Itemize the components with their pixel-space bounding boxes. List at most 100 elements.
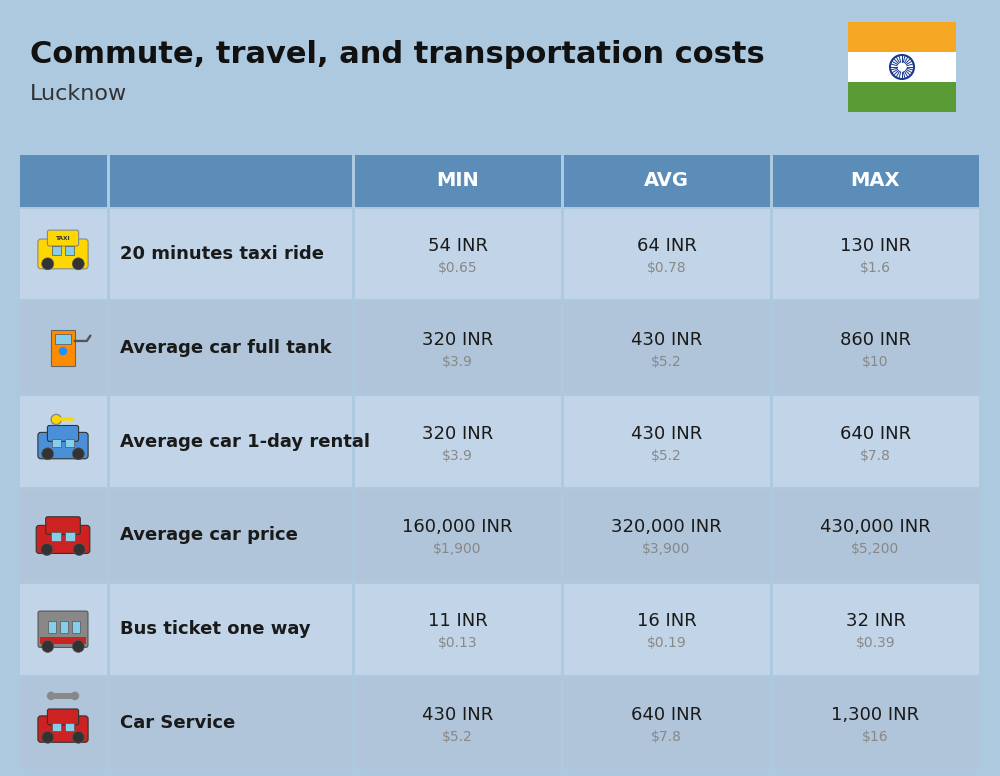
Bar — [564, 584, 770, 674]
Text: $5,200: $5,200 — [851, 542, 900, 556]
Bar — [564, 209, 770, 300]
Bar — [772, 490, 978, 580]
Text: $3,900: $3,900 — [642, 542, 691, 556]
Text: 1,300 INR: 1,300 INR — [831, 706, 920, 724]
Circle shape — [42, 258, 54, 270]
Bar — [564, 155, 770, 207]
Bar — [65, 532, 75, 541]
Bar — [772, 397, 978, 487]
Text: $16: $16 — [862, 730, 889, 744]
Bar — [564, 303, 770, 393]
Bar — [52, 246, 61, 255]
Circle shape — [47, 691, 55, 700]
Text: 20 minutes taxi ride: 20 minutes taxi ride — [120, 245, 324, 263]
Circle shape — [51, 414, 61, 424]
Circle shape — [71, 691, 79, 700]
Bar — [20, 303, 106, 393]
Text: Lucknow: Lucknow — [30, 84, 127, 104]
Circle shape — [42, 448, 54, 459]
Bar — [51, 532, 61, 541]
Bar — [65, 723, 74, 730]
Bar — [564, 397, 770, 487]
Bar — [772, 303, 978, 393]
Text: $5.2: $5.2 — [651, 449, 682, 462]
FancyBboxPatch shape — [46, 517, 80, 535]
Bar — [110, 209, 352, 300]
Text: 160,000 INR: 160,000 INR — [402, 518, 513, 536]
Text: 430 INR: 430 INR — [631, 331, 702, 348]
Bar — [772, 209, 978, 300]
Text: TAXI: TAXI — [56, 236, 70, 241]
Bar — [848, 22, 956, 52]
Bar — [354, 677, 560, 768]
Bar — [52, 439, 61, 447]
Bar — [354, 584, 560, 674]
Text: $0.13: $0.13 — [438, 636, 477, 650]
Bar — [52, 723, 61, 730]
Bar — [110, 584, 352, 674]
Bar — [72, 621, 80, 632]
Text: Car Service: Car Service — [120, 714, 235, 732]
Bar — [60, 621, 68, 632]
Text: Average car price: Average car price — [120, 526, 298, 545]
Bar — [20, 209, 106, 300]
Bar — [110, 490, 352, 580]
Text: 64 INR: 64 INR — [637, 237, 696, 255]
Text: $0.78: $0.78 — [647, 261, 686, 275]
FancyBboxPatch shape — [36, 525, 90, 553]
Circle shape — [59, 347, 67, 355]
Text: 640 INR: 640 INR — [840, 424, 911, 442]
Circle shape — [42, 731, 54, 743]
Ellipse shape — [42, 547, 47, 550]
Text: MAX: MAX — [851, 171, 900, 190]
Text: Bus ticket one way: Bus ticket one way — [120, 620, 311, 638]
Circle shape — [72, 640, 84, 653]
Bar — [772, 677, 978, 768]
Text: 16 INR: 16 INR — [637, 612, 696, 630]
Bar — [848, 52, 956, 82]
Text: 640 INR: 640 INR — [631, 706, 702, 724]
Text: $0.19: $0.19 — [647, 636, 686, 650]
Text: 32 INR: 32 INR — [846, 612, 906, 630]
Text: 430 INR: 430 INR — [631, 424, 702, 442]
Bar — [564, 490, 770, 580]
Text: 320 INR: 320 INR — [422, 331, 493, 348]
Bar — [65, 439, 74, 447]
Bar — [110, 677, 352, 768]
Bar — [55, 334, 71, 345]
FancyBboxPatch shape — [38, 716, 88, 743]
Text: 320,000 INR: 320,000 INR — [611, 518, 722, 536]
Ellipse shape — [79, 547, 84, 550]
Text: 130 INR: 130 INR — [840, 237, 911, 255]
Bar — [110, 303, 352, 393]
Text: $5.2: $5.2 — [651, 355, 682, 369]
Text: $0.39: $0.39 — [856, 636, 895, 650]
Text: Average car 1-day rental: Average car 1-day rental — [120, 432, 370, 451]
Text: 430 INR: 430 INR — [422, 706, 493, 724]
Circle shape — [73, 543, 85, 556]
Bar — [354, 209, 560, 300]
Text: 430,000 INR: 430,000 INR — [820, 518, 931, 536]
Bar — [20, 490, 106, 580]
Text: $5.2: $5.2 — [442, 730, 473, 744]
Text: 54 INR: 54 INR — [428, 237, 488, 255]
Text: $0.65: $0.65 — [438, 261, 477, 275]
Bar — [20, 155, 106, 207]
Bar — [848, 82, 956, 112]
Bar — [20, 584, 106, 674]
Bar — [354, 155, 560, 207]
Circle shape — [41, 543, 53, 556]
Bar — [772, 584, 978, 674]
FancyBboxPatch shape — [47, 425, 79, 442]
FancyBboxPatch shape — [38, 432, 88, 459]
Text: $10: $10 — [862, 355, 889, 369]
Text: Commute, travel, and transportation costs: Commute, travel, and transportation cost… — [30, 40, 765, 69]
Bar — [48, 621, 56, 632]
FancyBboxPatch shape — [38, 611, 88, 647]
Circle shape — [42, 640, 54, 653]
Bar — [40, 637, 86, 644]
Circle shape — [72, 731, 84, 743]
Bar — [65, 246, 74, 255]
Text: MIN: MIN — [436, 171, 479, 190]
Text: $3.9: $3.9 — [442, 449, 473, 462]
